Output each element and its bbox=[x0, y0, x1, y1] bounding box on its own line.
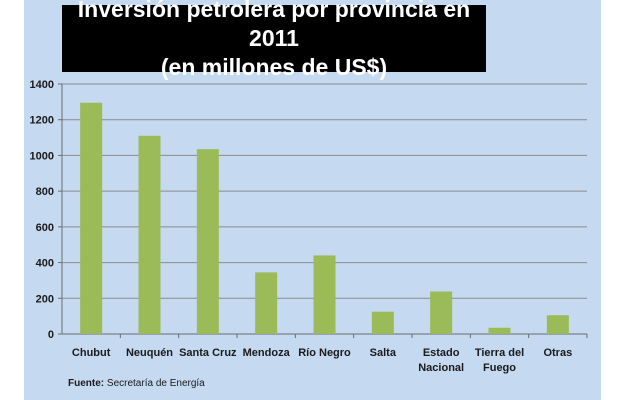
y-tick-label: 1200 bbox=[30, 115, 54, 127]
x-tick-label: Chubut bbox=[72, 347, 111, 359]
y-tick-label: 1400 bbox=[30, 79, 54, 91]
bar-6 bbox=[371, 311, 394, 334]
x-tick-label: Estado bbox=[423, 347, 460, 359]
y-tick-label: 400 bbox=[36, 258, 54, 270]
chart-title-line-2: (en millones de US$) bbox=[160, 54, 388, 80]
bar-8 bbox=[488, 327, 511, 334]
bar-9 bbox=[546, 315, 569, 334]
x-tick-label: Santa Cruz bbox=[179, 347, 237, 359]
x-tick-label: Salta bbox=[370, 347, 397, 359]
y-tick-label: 1000 bbox=[30, 150, 54, 162]
y-tick-label: 600 bbox=[36, 222, 54, 234]
x-tick-label: Nacional bbox=[418, 362, 464, 374]
source-label: Fuente bbox=[68, 378, 101, 389]
x-tick-label: Mendoza bbox=[243, 347, 291, 359]
x-tick-label: Río Negro bbox=[298, 347, 351, 359]
chart-title: Inversión petrolera por provincia en 201… bbox=[62, 0, 486, 80]
bar-5 bbox=[313, 255, 336, 334]
source-note: Fuente: Secretaría de Energía bbox=[68, 378, 205, 389]
y-tick-label: 0 bbox=[48, 329, 54, 341]
y-tick-label: 800 bbox=[36, 186, 54, 198]
x-tick-label: Fuego bbox=[483, 362, 516, 374]
x-tick-label: Neuquén bbox=[126, 347, 173, 359]
x-tick-label: Otras bbox=[543, 347, 572, 359]
bar-3 bbox=[196, 149, 219, 334]
bar-1 bbox=[80, 102, 103, 334]
x-tick-label: Tierra del bbox=[475, 347, 524, 359]
bar-7 bbox=[430, 291, 453, 334]
bar-4 bbox=[255, 272, 278, 334]
bar-2 bbox=[138, 135, 161, 334]
chart-title-line-1: Inversión petrolera por provincia en 201… bbox=[77, 0, 471, 51]
source-text: Secretaría de Energía bbox=[106, 378, 205, 389]
y-tick-label: 200 bbox=[36, 293, 54, 305]
